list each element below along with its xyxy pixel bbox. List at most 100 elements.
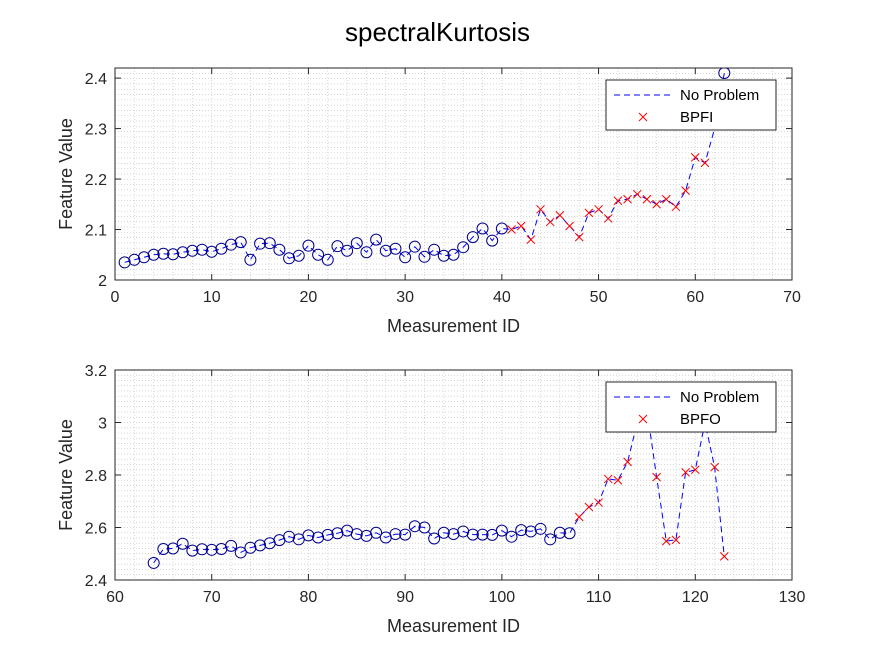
chart-1-cross-marker	[652, 199, 661, 209]
chart-1-circle-marker	[341, 244, 354, 257]
chart-1-circle-marker	[167, 248, 180, 261]
chart-1-circle-marker	[350, 237, 363, 250]
chart-1-circle-marker	[254, 237, 267, 250]
chart-1-cross-marker	[623, 194, 632, 204]
chart-1-plot-layer	[118, 68, 731, 269]
chart-2-legend-box	[605, 381, 777, 433]
chart-2-circle-marker	[254, 539, 267, 552]
chart-2-circle-marker	[196, 543, 209, 556]
chart-1-cross-marker	[516, 221, 526, 231]
chart-1-y-tick-label: 2.2	[85, 172, 107, 189]
chart-2-cross-marker	[690, 465, 700, 475]
chart-2-cross-marker	[603, 474, 613, 484]
chart-2-cross-marker	[574, 512, 584, 522]
chart-1-circle-marker	[457, 241, 470, 254]
chart-1-cross-marker	[526, 235, 536, 244]
chart-1-circle-marker	[118, 256, 131, 269]
chart-1-circle-marker	[476, 222, 489, 235]
chart-2-y-axis-label: Feature Value	[56, 419, 76, 531]
chart-1-series-line	[124, 72, 725, 263]
chart-1-x-tick-label: 0	[111, 289, 120, 306]
chart-1-circle-marker	[408, 240, 421, 253]
chart-2-x-tick-label: 90	[396, 589, 414, 606]
chart-1-circle-marker	[244, 253, 257, 266]
chart-2-circle-marker	[331, 527, 344, 540]
chart-2-axes: 60 70 80 90 100 110 120 130 2.4 2.6 2.8 3 3.2 Measure…	[56, 363, 805, 636]
chart-2-circle-marker	[524, 525, 537, 538]
chart-1-x-tick-label: 70	[783, 289, 801, 306]
chart-1-cross-marker	[536, 204, 545, 214]
chart-2-legend-cross-swatch	[638, 414, 648, 424]
chart-2-circle-marker	[157, 543, 170, 556]
chart-2-circle-marker	[283, 530, 296, 543]
chart-2-circle-marker	[302, 529, 315, 542]
chart-2-x-tick-label: 110	[586, 589, 612, 606]
chart-1-axes: 0 10 20 30 40 50 60 70 2 2.1 2.2 2.3 2.4 Measurement …	[56, 67, 801, 336]
chart-1-cross-marker	[690, 152, 700, 162]
chart-2-cross-marker	[623, 457, 632, 467]
chart-2-circle-marker	[186, 544, 199, 557]
chart-1-x-tick-label: 30	[396, 289, 414, 306]
chart-1-circle-marker	[495, 222, 508, 235]
chart-2-circle-marker	[437, 526, 450, 539]
chart-2-circle-marker	[495, 524, 508, 537]
chart-2-x-tick-label: 120	[682, 589, 709, 606]
chart-1-circle-marker	[157, 247, 170, 260]
chart-1-cross-marker	[613, 196, 623, 206]
chart-2-x-tick-label: 100	[489, 589, 516, 606]
chart-2-x-tick-label: 60	[106, 589, 124, 606]
chart-2-circle-marker	[476, 528, 489, 541]
chart-1-circle-marker	[379, 244, 392, 257]
chart-2-y-tick-label: 2.8	[85, 468, 107, 485]
chart-1-legend-label: No Problem	[680, 87, 759, 104]
chart-2-circle-marker	[563, 527, 576, 540]
chart-2-legend-label: BPFO	[680, 411, 721, 428]
chart-1-x-axis-label: Measurement ID	[387, 316, 520, 336]
chart-1-circle-marker	[428, 243, 441, 256]
chart-1-circle-marker	[360, 246, 373, 259]
chart-1-cross-marker	[584, 208, 594, 218]
chart-2-x-axis-label: Measurement ID	[387, 616, 520, 636]
chart-1-cross-marker	[671, 202, 681, 212]
chart-2-circle-marker	[428, 532, 441, 545]
chart-1-cross-marker	[507, 225, 516, 234]
chart-1-circle-marker	[128, 253, 141, 266]
chart-1-y-tick-label: 2	[98, 273, 107, 290]
chart-1-circle-marker	[486, 234, 499, 247]
chart-1-x-tick-label: 60	[686, 289, 704, 306]
chart-2-x-tick-label: 130	[779, 589, 806, 606]
chart-2-circle-marker	[321, 528, 334, 541]
chart-2-circle-marker	[418, 521, 431, 534]
chart-2-circle-marker	[544, 533, 557, 546]
chart-1-circle-marker	[312, 248, 325, 261]
chart-2-cross-marker	[661, 536, 671, 546]
chart-1-cross-marker	[574, 232, 584, 242]
chart-1-x-tick-label: 50	[590, 289, 608, 306]
chart-1-cross-marker	[681, 186, 690, 196]
chart-1-legend-cross-swatch	[638, 112, 648, 122]
chart-1-circle-marker	[196, 243, 209, 256]
chart-2-circle-marker	[312, 531, 325, 544]
chart-1-y-tick-label: 2.1	[85, 223, 107, 240]
chart-2-circle-marker	[205, 543, 218, 556]
chart-2-circle-marker	[399, 528, 412, 541]
chart-2-cross-marker	[613, 475, 623, 485]
chart-1-cross-marker	[632, 189, 642, 199]
chart-1-circle-marker	[283, 252, 296, 265]
chart-1-legend: No Problem BPFI	[605, 79, 777, 131]
chart-1-y-axis-label: Feature Value	[56, 118, 76, 230]
chart-2-legend: No Problem BPFO	[605, 381, 777, 433]
chart-2-circle-marker	[167, 542, 180, 555]
chart-1-circle-marker	[147, 248, 160, 261]
chart-1-legend-label: BPFI	[680, 109, 713, 126]
chart-2-circle-marker	[505, 530, 518, 543]
chart-1-y-tick-label: 2.4	[85, 71, 107, 88]
chart-1-circle-marker	[331, 240, 344, 253]
chart-2-legend-label: No Problem	[680, 389, 759, 406]
chart-1-circle-marker	[418, 250, 431, 263]
chart-2-cross-marker	[594, 498, 603, 507]
chart-1-cross-marker	[555, 211, 565, 220]
chart-2-y-tick-label: 2.4	[85, 573, 107, 590]
chart-2-x-tick-label: 80	[300, 589, 318, 606]
